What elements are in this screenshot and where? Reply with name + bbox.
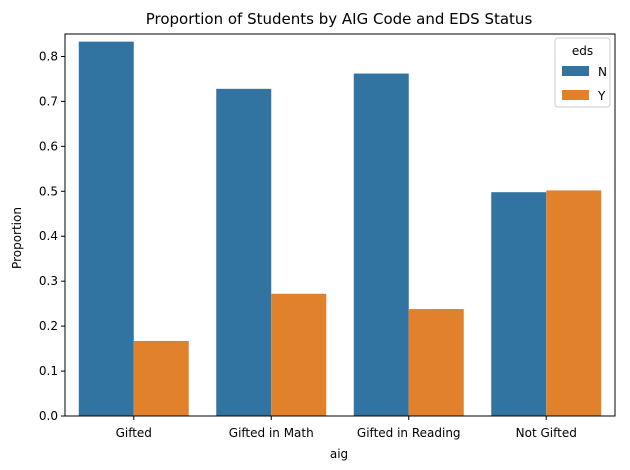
y-tick-label: 0.8 (39, 49, 58, 63)
bar-n-gifted-in-reading (353, 73, 409, 417)
x-axis-label: aig (330, 447, 348, 461)
y-tick-label: 0.4 (39, 229, 58, 243)
bar-y-gifted-in-math (271, 293, 327, 416)
bar-n-gifted-in-math (216, 88, 272, 416)
x-tick-label: Gifted (116, 426, 152, 440)
plot-area: 0.0 0.1 0.2 0.3 0.4 0.5 0.6 0.7 0.8 Gifted Gifted … (39, 33, 616, 440)
plot-frame (64, 33, 616, 417)
legend-swatch-y (562, 90, 589, 100)
y-tick-label: 0.5 (39, 184, 58, 198)
bar-n-gifted (78, 41, 134, 416)
x-tick-label: Gifted in Math (229, 426, 314, 440)
legend-swatch-n (562, 66, 589, 76)
x-tick-label: Not Gifted (516, 426, 577, 440)
bar-n-not-gifted (491, 192, 547, 416)
legend-label-y: Y (597, 89, 606, 103)
y-tick-label: 0.0 (39, 409, 58, 423)
x-tick-label: Gifted in Reading (357, 426, 461, 440)
y-tick-label: 0.6 (39, 139, 58, 153)
legend-title: eds (572, 44, 593, 58)
legend: eds NY (554, 37, 611, 108)
bar-y-gifted-in-reading (408, 309, 464, 416)
y-tick-label: 0.1 (39, 364, 58, 378)
bar-y-gifted (133, 340, 189, 416)
y-tick-label: 0.2 (39, 319, 58, 333)
legend-label-n: N (598, 65, 607, 79)
y-tick-label: 0.3 (39, 274, 58, 288)
bar-y-not-gifted (546, 190, 602, 416)
chart-title: Proportion of Students by AIG Code and E… (146, 10, 533, 28)
y-axis-label: Proportion (10, 207, 24, 269)
y-tick-label: 0.7 (39, 94, 58, 108)
